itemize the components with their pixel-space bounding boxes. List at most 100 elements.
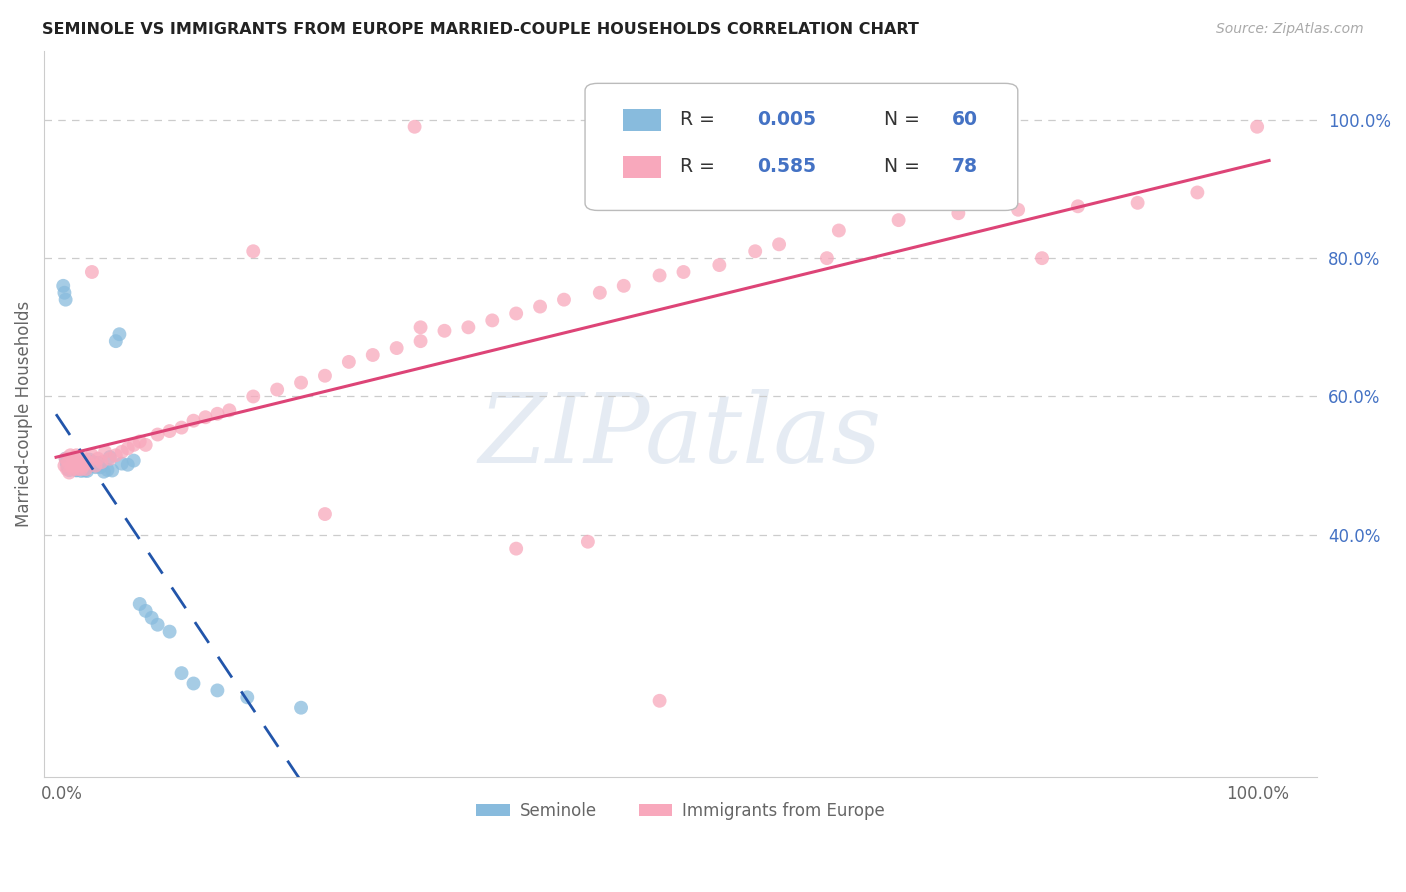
Point bbox=[67, 458, 90, 473]
Point bbox=[159, 624, 181, 639]
Text: 78: 78 bbox=[952, 157, 977, 177]
Point bbox=[135, 604, 157, 618]
Text: 0.005: 0.005 bbox=[756, 111, 815, 129]
Point bbox=[70, 462, 93, 476]
Point bbox=[84, 460, 107, 475]
Point bbox=[744, 244, 766, 259]
Point bbox=[56, 462, 79, 476]
Point bbox=[93, 465, 115, 479]
Point bbox=[96, 463, 118, 477]
Point bbox=[72, 458, 94, 472]
Point bbox=[589, 285, 612, 300]
Point bbox=[65, 463, 87, 477]
Point bbox=[87, 456, 110, 470]
Point bbox=[236, 690, 259, 705]
Point bbox=[385, 341, 408, 355]
Point bbox=[77, 459, 100, 474]
Point bbox=[69, 451, 91, 466]
Point bbox=[53, 458, 76, 473]
Point bbox=[648, 268, 671, 283]
Text: N =: N = bbox=[884, 157, 920, 177]
Point bbox=[60, 456, 83, 470]
Point bbox=[56, 461, 79, 475]
Point bbox=[146, 427, 169, 442]
Point bbox=[1187, 186, 1209, 200]
Point bbox=[613, 278, 636, 293]
Point bbox=[63, 459, 86, 474]
Point bbox=[66, 462, 89, 476]
Point bbox=[72, 461, 94, 475]
Point bbox=[337, 355, 360, 369]
Point bbox=[82, 455, 104, 469]
Point bbox=[94, 445, 117, 459]
Point bbox=[290, 700, 312, 714]
Point bbox=[409, 334, 432, 348]
Point bbox=[218, 403, 240, 417]
Point bbox=[361, 348, 384, 362]
Point bbox=[63, 457, 86, 471]
Point bbox=[56, 461, 79, 475]
Point bbox=[72, 458, 94, 473]
Point bbox=[69, 456, 91, 470]
Point bbox=[70, 464, 93, 478]
Point bbox=[887, 213, 910, 227]
Point bbox=[146, 617, 169, 632]
Point bbox=[576, 534, 599, 549]
Text: SEMINOLE VS IMMIGRANTS FROM EUROPE MARRIED-COUPLE HOUSEHOLDS CORRELATION CHART: SEMINOLE VS IMMIGRANTS FROM EUROPE MARRI… bbox=[42, 22, 920, 37]
Text: N =: N = bbox=[884, 111, 920, 129]
Point bbox=[77, 455, 100, 469]
Legend: Seminole, Immigrants from Europe: Seminole, Immigrants from Europe bbox=[470, 796, 891, 827]
Point bbox=[101, 463, 124, 477]
Point bbox=[65, 448, 87, 462]
Point bbox=[73, 451, 96, 466]
Point bbox=[529, 300, 551, 314]
Point bbox=[62, 462, 84, 476]
Point bbox=[709, 258, 731, 272]
Point bbox=[63, 455, 86, 469]
Text: ZIPatlas: ZIPatlas bbox=[479, 389, 882, 483]
Point bbox=[207, 407, 229, 421]
Point bbox=[98, 451, 121, 466]
Point bbox=[159, 424, 181, 438]
Point bbox=[104, 448, 127, 462]
Point bbox=[481, 313, 503, 327]
Point bbox=[117, 442, 139, 456]
Point bbox=[76, 464, 98, 478]
Point bbox=[314, 368, 336, 383]
Point bbox=[60, 452, 83, 467]
Point bbox=[56, 455, 79, 469]
FancyBboxPatch shape bbox=[585, 83, 1018, 211]
Point bbox=[62, 461, 84, 475]
Point bbox=[505, 306, 527, 320]
Point bbox=[55, 451, 77, 466]
Point bbox=[128, 597, 150, 611]
Point bbox=[56, 457, 79, 471]
Point bbox=[59, 460, 82, 475]
Point bbox=[63, 451, 86, 466]
Point bbox=[73, 463, 96, 477]
Text: R =: R = bbox=[681, 157, 716, 177]
Point bbox=[104, 334, 127, 348]
Point bbox=[58, 466, 80, 480]
Point bbox=[63, 460, 86, 475]
Point bbox=[59, 458, 82, 473]
Point bbox=[170, 666, 193, 681]
Point bbox=[83, 458, 105, 473]
Point bbox=[80, 455, 103, 469]
Point bbox=[122, 453, 145, 467]
Y-axis label: Married-couple Households: Married-couple Households bbox=[15, 301, 32, 527]
Point bbox=[122, 438, 145, 452]
Point bbox=[290, 376, 312, 390]
Point bbox=[183, 676, 205, 690]
Text: R =: R = bbox=[681, 111, 716, 129]
Text: 60: 60 bbox=[952, 111, 977, 129]
Point bbox=[111, 445, 134, 459]
Point bbox=[141, 611, 163, 625]
Point bbox=[60, 458, 83, 473]
Point bbox=[79, 452, 101, 467]
Point bbox=[111, 457, 134, 471]
Text: Source: ZipAtlas.com: Source: ZipAtlas.com bbox=[1216, 22, 1364, 37]
Point bbox=[768, 237, 790, 252]
Point bbox=[183, 414, 205, 428]
FancyBboxPatch shape bbox=[623, 109, 661, 130]
